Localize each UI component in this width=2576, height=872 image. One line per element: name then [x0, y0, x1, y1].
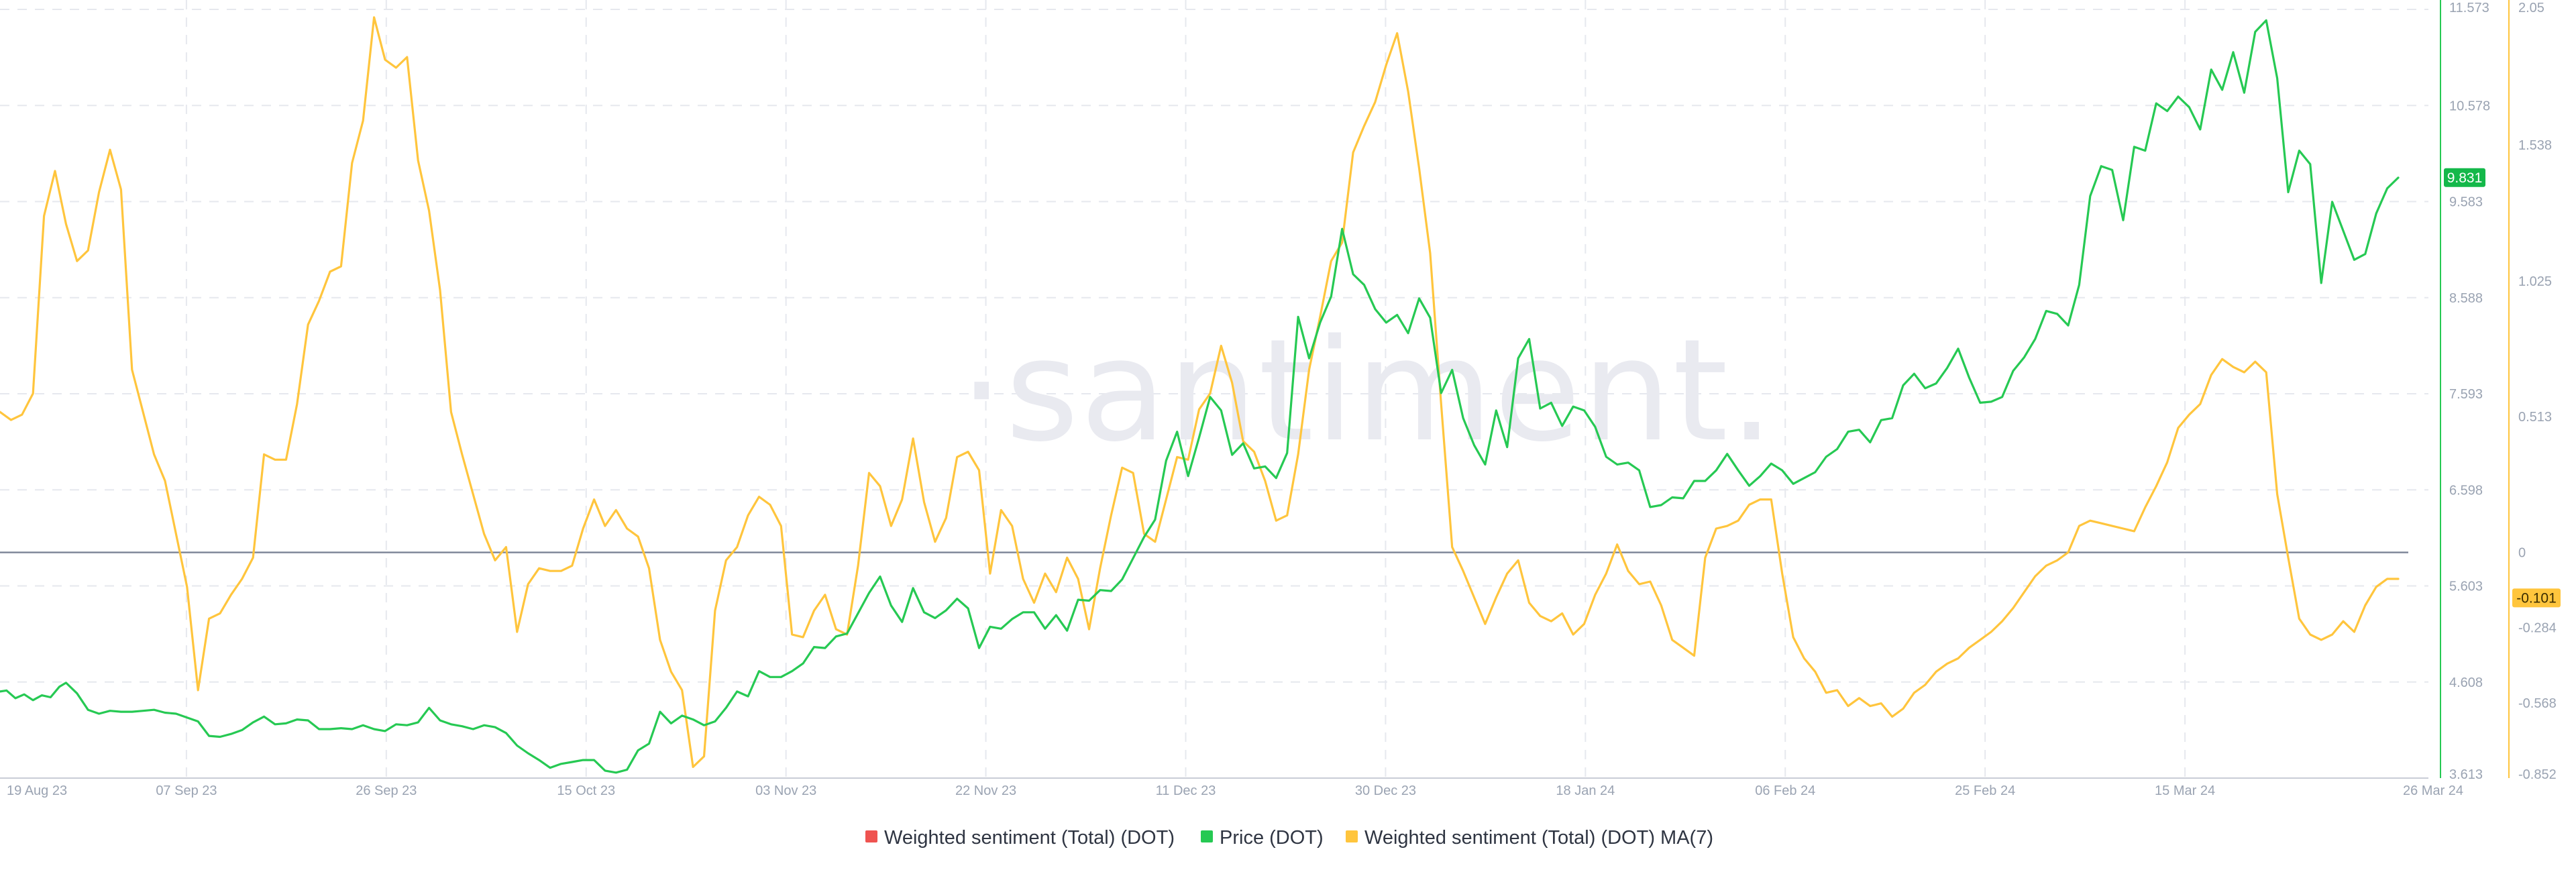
price-tick-label: 11.573 — [2449, 1, 2489, 15]
x-tick-label: 26 Sep 23 — [356, 783, 417, 798]
price-tick-label: 5.603 — [2449, 580, 2483, 594]
price-tick-label: 8.588 — [2449, 291, 2483, 306]
legend-label: Weighted sentiment (Total) (DOT) MA(7) — [1364, 827, 1713, 849]
sentiment-tick-label: -0.284 — [2518, 621, 2557, 636]
series-line — [0, 16, 2400, 768]
x-tick-label: 25 Feb 24 — [1955, 783, 2015, 798]
last-value-badges: 9.831 -0.101 — [2444, 168, 2561, 608]
price-tick-label: 9.583 — [2449, 195, 2483, 210]
x-tick-label: 03 Nov 23 — [755, 783, 816, 798]
price-series — [0, 19, 2400, 774]
legend-label: Price (DOT) — [1220, 827, 1324, 849]
legend-item[interactable]: Price (DOT) — [1201, 827, 1324, 849]
x-axis: 19 Aug 23 07 Sep 23 26 Sep 23 15 Oct 23 03 N… — [0, 777, 2463, 798]
legend-item[interactable]: Weighted sentiment (Total) (DOT) MA(7) — [1346, 827, 1713, 849]
x-tick-label: 22 Nov 23 — [955, 783, 1016, 798]
sentiment-tick-label: 0 — [2518, 546, 2526, 561]
price-tick-label: 7.593 — [2449, 387, 2483, 402]
legend-label: Weighted sentiment (Total) (DOT) — [884, 827, 1175, 849]
x-tick-label: 15 Oct 23 — [557, 783, 615, 798]
price-tick-label: 6.598 — [2449, 483, 2483, 498]
legend[interactable]: Weighted sentiment (Total) (DOT) Price (D… — [865, 827, 1713, 849]
sentiment-tick-label: 2.05 — [2518, 1, 2544, 15]
x-tick-label: 19 Aug 23 — [7, 783, 67, 798]
sentiment-tick-label: 0.513 — [2518, 410, 2552, 425]
x-tick-label: 18 Jan 24 — [1556, 783, 1615, 798]
x-tick-label: 26 Mar 24 — [2403, 783, 2463, 798]
x-tick-label: 11 Dec 23 — [1156, 783, 1216, 798]
x-tick-label: 07 Sep 23 — [156, 783, 217, 798]
price-tick-label: 4.608 — [2449, 675, 2483, 690]
x-tick-label: 30 Dec 23 — [1355, 783, 1416, 798]
legend-item[interactable]: Weighted sentiment (Total) (DOT) — [865, 827, 1175, 849]
sentiment-tick-label: -0.568 — [2518, 696, 2557, 711]
legend-swatch — [865, 830, 877, 842]
x-tick-label: 15 Mar 24 — [2155, 783, 2215, 798]
santiment-watermark: ·santiment. — [959, 309, 1776, 473]
legend-swatch — [1201, 830, 1213, 842]
sentiment-tick-label: 1.025 — [2518, 274, 2552, 289]
price-last-value: 9.831 — [2447, 170, 2483, 186]
sentiment-ma-series — [0, 16, 2400, 768]
price-tick-label: 10.578 — [2449, 99, 2490, 113]
x-tick-label: 06 Feb 24 — [1755, 783, 1815, 798]
price-tick-label: 3.613 — [2449, 767, 2483, 782]
series-line — [0, 19, 2400, 774]
sentiment-last-value: -0.101 — [2516, 590, 2557, 606]
legend-swatch — [1346, 830, 1358, 842]
price-last-badge — [2444, 168, 2485, 187]
y-axis-sentiment: 2.05 1.538 1.025 0.513 0 -0.284 -0.568 -0.852 — [2508, 0, 2557, 782]
sentiment-last-badge — [2512, 588, 2561, 608]
y-axis-price: 11.573 10.578 9.583 8.588 7.593 6.598 5.603 4.6… — [2440, 0, 2490, 782]
sentiment-tick-label: -0.852 — [2518, 767, 2557, 782]
sentiment-tick-label: 1.538 — [2518, 138, 2552, 153]
